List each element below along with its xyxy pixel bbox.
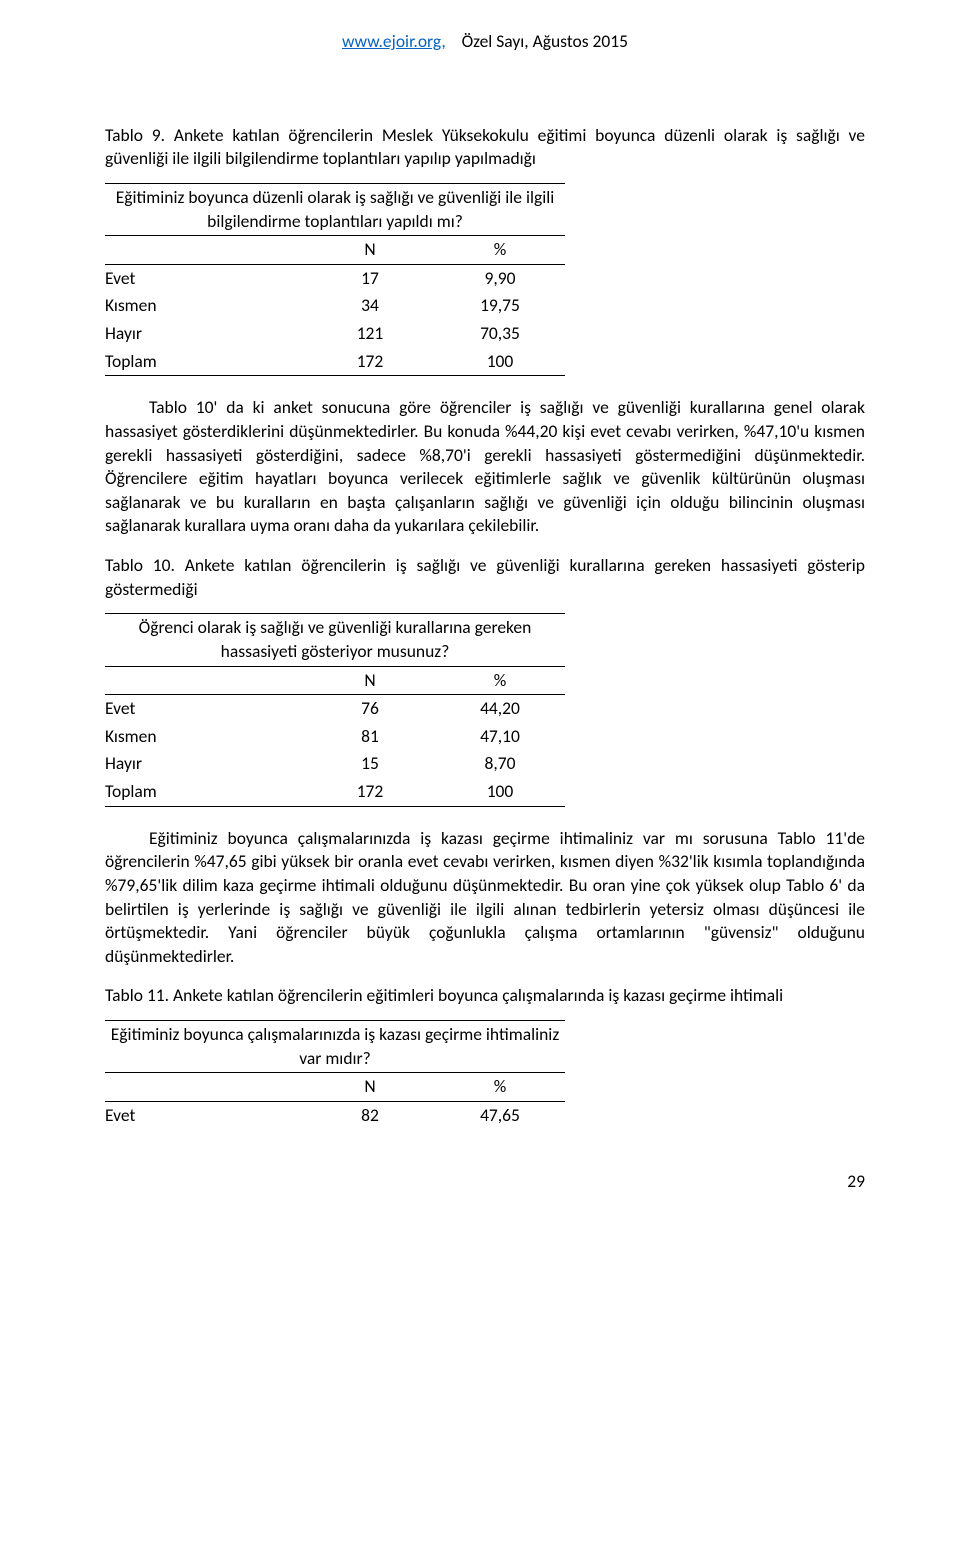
table9-col-p: % <box>435 236 565 265</box>
cell-n: 172 <box>305 778 435 806</box>
header-url-link[interactable]: www.ejoir.org, <box>342 30 446 52</box>
paragraph-1: Tablo 10' da ki anket sonucuna göre öğre… <box>105 396 865 538</box>
table11-caption: Tablo 11. Ankete katılan öğrencilerin eğ… <box>105 984 865 1008</box>
cell-label: Kısmen <box>105 723 305 751</box>
cell-n: 121 <box>305 320 435 348</box>
cell-n: 81 <box>305 723 435 751</box>
table-row: Evet 76 44,20 <box>105 695 565 723</box>
cell-n: 17 <box>305 264 435 292</box>
cell-label: Kısmen <box>105 292 305 320</box>
table10-caption: Tablo 10. Ankete katılan öğrencilerin iş… <box>105 554 865 601</box>
cell-p: 8,70 <box>435 750 565 778</box>
cell-p: 47,65 <box>435 1101 565 1129</box>
paragraph-2: Eğitiminiz boyunca çalışmalarınızda iş k… <box>105 827 865 969</box>
table11-col-n: N <box>305 1073 435 1102</box>
cell-n: 76 <box>305 695 435 723</box>
table10-col-n: N <box>305 666 435 695</box>
cell-p: 70,35 <box>435 320 565 348</box>
cell-p: 47,10 <box>435 723 565 751</box>
cell-n: 15 <box>305 750 435 778</box>
table9: Eğitiminiz boyunca düzenli olarak iş sağ… <box>105 183 865 376</box>
table-row: Kısmen 34 19,75 <box>105 292 565 320</box>
table-row-total: Toplam 172 100 <box>105 778 565 806</box>
cell-label: Toplam <box>105 348 305 376</box>
cell-label: Hayır <box>105 750 305 778</box>
page-header: www.ejoir.org, Özel Sayı, Ağustos 2015 <box>105 30 865 54</box>
table9-caption: Tablo 9. Ankete katılan öğrencilerin Mes… <box>105 124 865 171</box>
table10-col-p: % <box>435 666 565 695</box>
cell-n: 172 <box>305 348 435 376</box>
cell-p: 100 <box>435 348 565 376</box>
table11: Eğitiminiz boyunca çalışmalarınızda iş k… <box>105 1020 865 1130</box>
table11-col-p: % <box>435 1073 565 1102</box>
header-issue: Özel Sayı, Ağustos 2015 <box>462 30 628 52</box>
table-row: Hayır 15 8,70 <box>105 750 565 778</box>
cell-n: 82 <box>305 1101 435 1129</box>
table-row-total: Toplam 172 100 <box>105 348 565 376</box>
cell-p: 100 <box>435 778 565 806</box>
table-row: Hayır 121 70,35 <box>105 320 565 348</box>
cell-p: 44,20 <box>435 695 565 723</box>
table-row: Evet 82 47,65 <box>105 1101 565 1129</box>
cell-n: 34 <box>305 292 435 320</box>
table10-question: Öğrenci olarak iş sağlığı ve güvenliği k… <box>105 614 565 666</box>
page-number: 29 <box>105 1170 865 1194</box>
table11-question: Eğitiminiz boyunca çalışmalarınızda iş k… <box>105 1021 565 1073</box>
cell-label: Evet <box>105 1101 305 1129</box>
table9-col-n: N <box>305 236 435 265</box>
cell-p: 19,75 <box>435 292 565 320</box>
table-row: Evet 17 9,90 <box>105 264 565 292</box>
cell-label: Toplam <box>105 778 305 806</box>
cell-label: Hayır <box>105 320 305 348</box>
table-row: Kısmen 81 47,10 <box>105 723 565 751</box>
table9-question: Eğitiminiz boyunca düzenli olarak iş sağ… <box>105 183 565 235</box>
cell-label: Evet <box>105 264 305 292</box>
cell-label: Evet <box>105 695 305 723</box>
cell-p: 9,90 <box>435 264 565 292</box>
table10: Öğrenci olarak iş sağlığı ve güvenliği k… <box>105 613 865 806</box>
